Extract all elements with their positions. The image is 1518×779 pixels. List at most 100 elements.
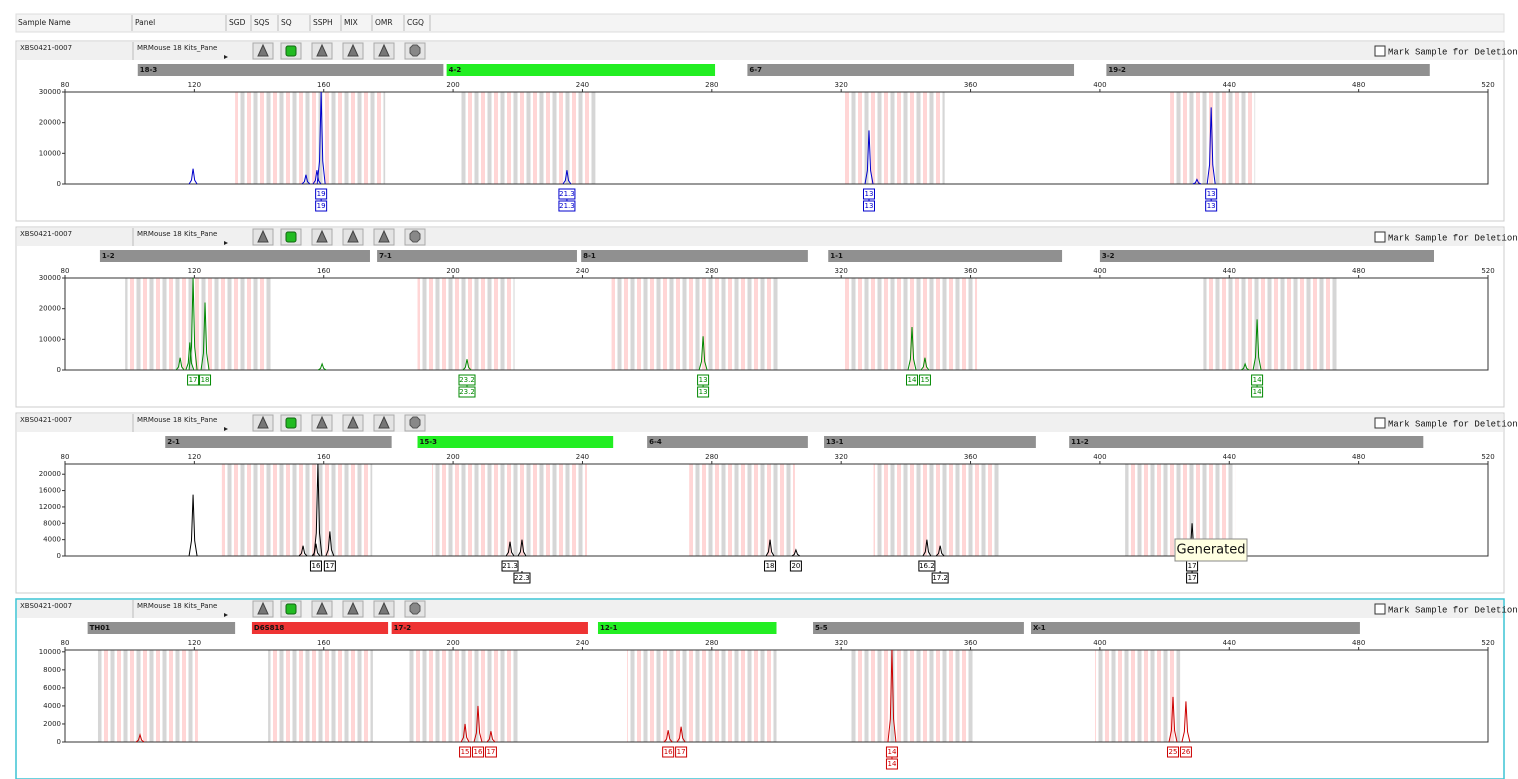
allele-label[interactable]: 14 xyxy=(887,748,896,756)
allele-label[interactable]: 17 xyxy=(1188,574,1197,582)
allele-label[interactable]: 17.2 xyxy=(932,574,948,582)
status-button[interactable] xyxy=(280,42,302,60)
allele-label[interactable]: 23.2 xyxy=(459,376,475,384)
status-button[interactable] xyxy=(252,414,274,432)
allele-label[interactable]: 16 xyxy=(312,562,321,570)
status-button[interactable] xyxy=(311,228,333,246)
locus-bar[interactable] xyxy=(828,250,1063,262)
status-button[interactable] xyxy=(342,228,364,246)
allele-label[interactable]: 16.2 xyxy=(919,562,935,570)
allele-label[interactable]: 14 xyxy=(908,376,917,384)
locus-bar[interactable] xyxy=(1099,250,1434,262)
allele-box[interactable] xyxy=(323,560,336,572)
column-header[interactable]: SGD xyxy=(229,18,246,27)
allele-box[interactable] xyxy=(885,758,898,770)
allele-box[interactable] xyxy=(315,200,328,212)
checkbox-label[interactable]: Mark Sample for Deletion xyxy=(1388,605,1518,615)
allele-box[interactable] xyxy=(918,560,936,572)
allele-box[interactable] xyxy=(458,386,476,398)
allele-box[interactable] xyxy=(1179,746,1192,758)
allele-label[interactable]: 21.3 xyxy=(559,190,575,198)
allele-box[interactable] xyxy=(187,374,200,386)
locus-bar[interactable] xyxy=(1106,64,1430,76)
allele-label[interactable]: 17 xyxy=(1188,562,1197,570)
allele-box[interactable] xyxy=(675,746,688,758)
locus-bar[interactable] xyxy=(137,64,444,76)
allele-box[interactable] xyxy=(1166,746,1179,758)
status-button[interactable] xyxy=(280,414,302,432)
allele-box[interactable] xyxy=(1186,572,1199,584)
locus-bar[interactable] xyxy=(165,436,392,448)
status-button[interactable] xyxy=(311,42,333,60)
status-button[interactable] xyxy=(342,600,364,618)
allele-box[interactable] xyxy=(764,560,777,572)
status-button[interactable] xyxy=(342,42,364,60)
allele-label[interactable]: 26 xyxy=(1181,748,1190,756)
locus-bar[interactable] xyxy=(377,250,577,262)
allele-box[interactable] xyxy=(1205,200,1218,212)
allele-label[interactable]: 21.3 xyxy=(559,202,575,210)
allele-label[interactable]: 20 xyxy=(791,562,800,570)
status-button[interactable] xyxy=(373,42,395,60)
status-button[interactable] xyxy=(373,414,395,432)
status-button[interactable] xyxy=(404,42,426,60)
column-header[interactable]: Panel xyxy=(135,18,155,27)
allele-box[interactable] xyxy=(789,560,802,572)
checkbox[interactable] xyxy=(1374,417,1386,429)
allele-label[interactable]: 18 xyxy=(766,562,775,570)
checkbox[interactable] xyxy=(1374,45,1386,57)
allele-box[interactable] xyxy=(513,572,531,584)
allele-box[interactable] xyxy=(697,386,710,398)
column-header[interactable]: Sample Name xyxy=(18,18,71,27)
checkbox-label[interactable]: Mark Sample for Deletion xyxy=(1388,233,1518,243)
locus-bar[interactable] xyxy=(1031,622,1360,634)
allele-box[interactable] xyxy=(1251,386,1264,398)
allele-box[interactable] xyxy=(558,200,576,212)
allele-box[interactable] xyxy=(501,560,519,572)
allele-label[interactable]: 14 xyxy=(1253,376,1262,384)
allele-label[interactable]: 13 xyxy=(865,202,874,210)
allele-label[interactable]: 19 xyxy=(317,202,326,210)
status-button[interactable] xyxy=(342,414,364,432)
column-header[interactable]: SQS xyxy=(254,18,270,27)
allele-label[interactable]: 17 xyxy=(486,748,495,756)
allele-box[interactable] xyxy=(484,746,497,758)
column-header[interactable]: OMR xyxy=(375,18,393,27)
locus-bar[interactable] xyxy=(446,64,716,76)
allele-box[interactable] xyxy=(471,746,484,758)
locus-bar[interactable] xyxy=(417,436,614,448)
allele-label[interactable]: 22.3 xyxy=(514,574,530,582)
locus-bar[interactable] xyxy=(99,250,370,262)
locus-bar[interactable] xyxy=(747,64,1075,76)
allele-label[interactable]: 17 xyxy=(325,562,334,570)
locus-bar[interactable] xyxy=(581,250,808,262)
status-button[interactable] xyxy=(280,600,302,618)
allele-box[interactable] xyxy=(199,374,212,386)
allele-box[interactable] xyxy=(918,374,931,386)
checkbox-label[interactable]: Mark Sample for Deletion xyxy=(1388,419,1518,429)
status-button[interactable] xyxy=(404,600,426,618)
allele-label[interactable]: 14 xyxy=(1253,388,1262,396)
column-header[interactable]: SQ xyxy=(281,18,292,27)
allele-label[interactable]: 25 xyxy=(1169,748,1178,756)
column-header[interactable]: SSPH xyxy=(313,18,333,27)
allele-label[interactable]: 15 xyxy=(461,748,470,756)
locus-bar[interactable] xyxy=(1069,436,1424,448)
allele-label[interactable]: 14 xyxy=(887,760,896,768)
allele-label[interactable]: 18 xyxy=(201,376,210,384)
allele-label[interactable]: 19 xyxy=(317,190,326,198)
status-button[interactable] xyxy=(311,414,333,432)
column-header[interactable]: CGQ xyxy=(407,18,424,27)
status-button[interactable] xyxy=(373,228,395,246)
allele-box[interactable] xyxy=(309,560,322,572)
allele-label[interactable]: 16 xyxy=(664,748,673,756)
status-button[interactable] xyxy=(252,42,274,60)
status-button[interactable] xyxy=(311,600,333,618)
allele-box[interactable] xyxy=(931,572,949,584)
allele-box[interactable] xyxy=(662,746,675,758)
locus-bar[interactable] xyxy=(391,622,588,634)
locus-bar[interactable] xyxy=(813,622,1024,634)
locus-bar[interactable] xyxy=(597,622,777,634)
status-button[interactable] xyxy=(252,228,274,246)
allele-label[interactable]: 21.3 xyxy=(502,562,518,570)
